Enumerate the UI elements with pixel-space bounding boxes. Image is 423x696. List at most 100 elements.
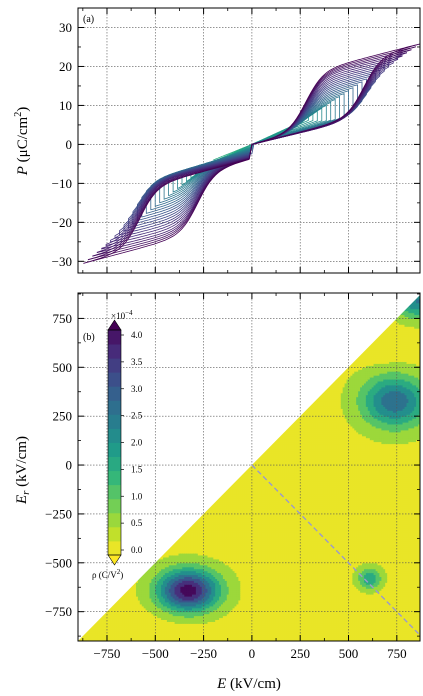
heat-cell [124, 637, 127, 640]
heat-cell [172, 566, 176, 570]
heat-cell [205, 607, 208, 611]
heat-cell [157, 639, 160, 641]
heat-cell [120, 611, 123, 615]
heat-cell [153, 574, 156, 577]
heat-cell [186, 615, 189, 619]
heat-cell [209, 627, 212, 630]
heat-cell [203, 635, 206, 638]
heat-cell [178, 603, 181, 607]
heat-cell [195, 615, 199, 619]
heat-cell [203, 599, 206, 603]
heat-cell [145, 572, 148, 576]
heat-cell [192, 551, 195, 554]
heat-cell [161, 570, 164, 574]
heat-cell [182, 615, 185, 619]
heat-cell [101, 635, 104, 638]
heat-cell [195, 558, 199, 562]
heat-cell [174, 541, 177, 544]
heat-cell [136, 596, 139, 599]
heat-cell [120, 615, 123, 619]
heat-cell [164, 574, 168, 577]
heat-cell [112, 629, 116, 632]
heat-cell [205, 637, 208, 640]
heat-cell [136, 631, 139, 634]
heat-cell [157, 613, 160, 617]
heat-cell [203, 539, 206, 542]
heat-cell [163, 617, 166, 620]
heat-cell [203, 596, 206, 599]
heat-cell [205, 523, 208, 527]
heat-cell [163, 576, 166, 579]
heat-cell [124, 623, 127, 626]
heat-cell [114, 617, 118, 620]
heat-cell [166, 553, 170, 556]
heat-cell [170, 549, 174, 552]
heat-cell [126, 639, 129, 641]
heat-cell [188, 582, 191, 585]
heat-cell [186, 578, 189, 581]
heat-cell [174, 547, 177, 550]
heat-cell [128, 625, 131, 628]
heat-cell [157, 578, 160, 581]
heat-cell [190, 574, 193, 577]
heat-cell [186, 539, 189, 542]
heat-cell [205, 521, 208, 525]
heat-cell [145, 615, 148, 619]
heat-cell [145, 611, 148, 615]
heat-cell [161, 639, 164, 641]
heat-cell [143, 611, 147, 615]
heat-cell [172, 570, 176, 574]
heatmap [78, 293, 420, 641]
heat-cell [192, 556, 195, 560]
heat-cell [99, 627, 102, 630]
heat-cell [116, 637, 119, 640]
heat-cell [153, 562, 156, 566]
heat-cell [163, 635, 166, 638]
heat-cell [192, 570, 195, 574]
heat-cell [118, 625, 121, 628]
heat-cell [139, 609, 143, 613]
heat-cell [163, 605, 166, 609]
heat-cell [199, 541, 203, 544]
heat-cell [190, 533, 193, 536]
heat-cell [151, 586, 154, 589]
heat-cell [128, 629, 131, 632]
heat-cell [126, 603, 129, 607]
heat-cell [197, 592, 201, 595]
heat-cell [163, 619, 166, 622]
heat-cell [188, 545, 191, 548]
heat-cell [120, 613, 123, 617]
heat-cell [203, 513, 206, 517]
heat-cell [172, 611, 176, 615]
heat-cell [201, 531, 205, 534]
heat-cell [195, 551, 199, 554]
heat-cell [141, 637, 145, 640]
heat-cell [186, 558, 189, 562]
heat-cell [178, 617, 181, 620]
heat-cell [141, 619, 145, 622]
heat-cell [124, 607, 127, 611]
heat-cell [190, 537, 193, 540]
heat-cell [101, 629, 104, 632]
heat-cell [161, 623, 164, 626]
heat-cell [199, 613, 203, 617]
heat-cell [188, 547, 191, 550]
heat-cell [166, 576, 170, 579]
heat-cell [205, 586, 208, 589]
heat-cell [120, 596, 123, 599]
heat-cell [136, 605, 139, 609]
heat-cell [193, 527, 197, 531]
heat-cell [168, 555, 172, 558]
heat-cell [174, 615, 177, 619]
heat-cell [145, 637, 148, 640]
heat-cell [149, 594, 152, 597]
heat-cell [103, 615, 106, 619]
heat-cell [172, 601, 176, 605]
heat-cell [184, 629, 187, 632]
heat-cell [193, 623, 197, 626]
heat-cell [184, 553, 187, 556]
heat-cell [205, 588, 208, 591]
heat-cell [201, 562, 205, 566]
heat-cell [203, 605, 206, 609]
heat-cell [166, 584, 170, 587]
